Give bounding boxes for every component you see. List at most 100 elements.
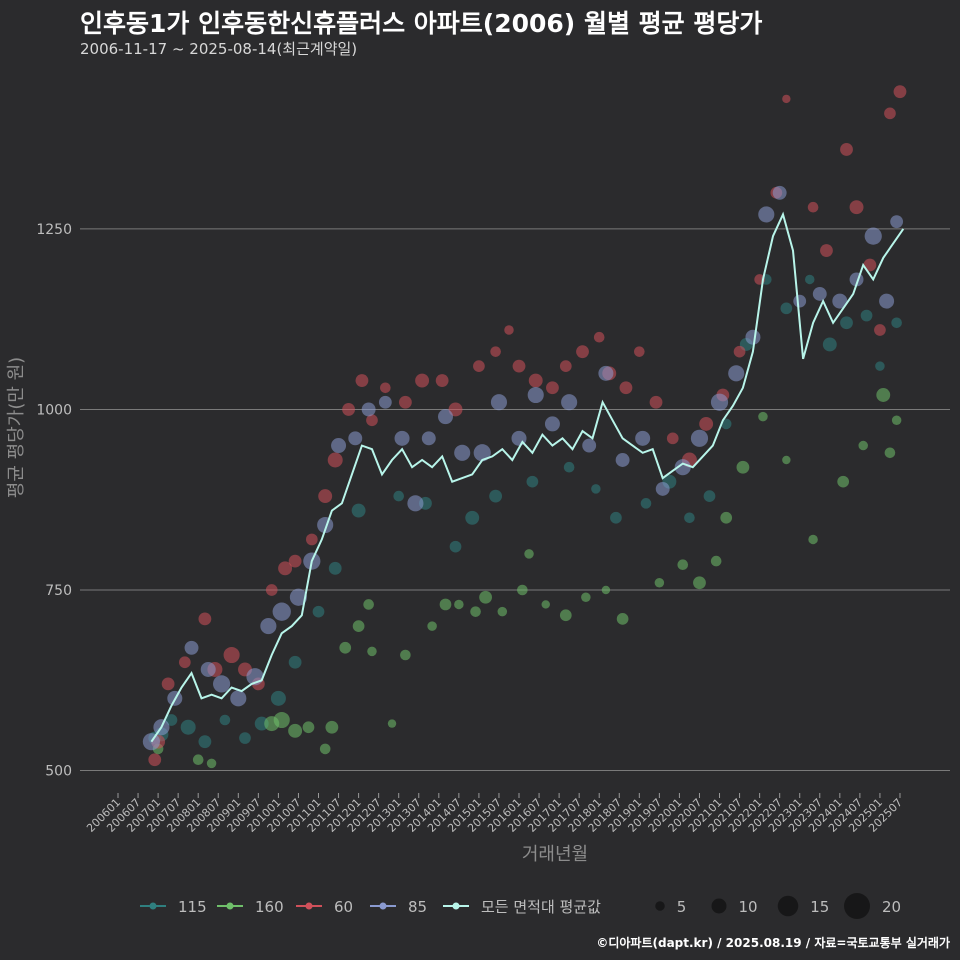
legend-label: 85: [408, 898, 427, 916]
scatter-point: [212, 675, 231, 693]
scatter-point: [260, 618, 277, 635]
size-legend-label: 15: [810, 898, 829, 916]
legend-label: 모든 면적대 평균값: [481, 898, 601, 916]
scatter-point: [230, 690, 247, 707]
scatter-point: [352, 620, 365, 632]
scatter-point: [884, 107, 896, 120]
scatter-point: [278, 561, 293, 576]
scatter-point: [745, 329, 761, 345]
scatter-point: [318, 489, 333, 504]
scatter-point: [576, 345, 589, 359]
scatter-point: [393, 490, 405, 502]
scatter-point: [454, 599, 464, 610]
scatter-point: [876, 388, 891, 402]
scatter-point: [655, 481, 670, 496]
scatter-point: [367, 646, 377, 657]
scatter-point: [780, 302, 793, 315]
scatter-point: [331, 438, 347, 454]
chart-subtitle: 2006-11-17 ~ 2025-08-14(최근계약일): [80, 40, 358, 58]
legend-label: 115: [178, 898, 207, 916]
scatter-point: [449, 540, 462, 553]
scatter-point: [327, 452, 343, 468]
scatter-point: [439, 598, 452, 611]
scatter-point: [302, 721, 315, 734]
size-legend-label: 5: [677, 898, 687, 916]
legend: 115 160 60 85 모든 면적대 평균값 5 10 15 20: [140, 893, 901, 919]
scatter-point: [864, 227, 882, 245]
scatter-point: [184, 640, 199, 655]
size-legend-circle: [777, 895, 799, 917]
scatter-point: [559, 609, 572, 622]
scatter-point: [693, 576, 706, 590]
scatter-point: [239, 732, 251, 744]
scatter-point: [265, 584, 278, 596]
scatter-point: [820, 244, 833, 257]
chart-title: 인후동1가 인후동한신휴플러스 아파트(2006) 월별 평균 평당가: [80, 9, 763, 38]
scatter-point: [593, 331, 605, 343]
scatter-point: [366, 414, 378, 427]
scatter-point: [465, 510, 480, 525]
scatter-point: [437, 409, 453, 425]
y-tick-label: 1250: [36, 222, 72, 238]
scatter-point: [544, 416, 560, 432]
scatter-point: [504, 325, 514, 335]
scatter-point: [192, 754, 204, 766]
x-axis-title: 거래년월: [522, 844, 588, 865]
y-gridlines: 500 750 1000 1250: [36, 222, 950, 780]
scatter-point: [328, 561, 342, 575]
scatter-point: [361, 402, 376, 417]
scatter-point: [325, 720, 339, 734]
scatter-point: [582, 438, 597, 453]
scatter-point: [640, 498, 652, 509]
scatter-point: [837, 475, 850, 488]
scatter-point: [840, 143, 853, 156]
size-legend-circle: [711, 898, 727, 914]
scatter-point: [649, 395, 663, 409]
scatter-point: [288, 655, 302, 669]
scatter-point: [875, 361, 885, 371]
scatter-point: [808, 534, 818, 545]
scatter-point: [635, 430, 651, 446]
scatter-point: [610, 511, 622, 524]
legend-label: 60: [334, 898, 353, 916]
scatter-point: [684, 512, 695, 524]
scatter-point: [319, 743, 331, 755]
scatter-point: [677, 559, 689, 571]
scatter-point: [619, 381, 633, 395]
scatter-point: [219, 714, 231, 726]
legend-swatch-dot: [149, 902, 157, 910]
scatter-point: [561, 394, 578, 411]
scatter-point: [470, 606, 481, 617]
scatter-point: [812, 286, 827, 301]
size-legend-circle: [655, 901, 665, 911]
scatter-point: [710, 393, 729, 411]
scatter-point: [528, 373, 543, 388]
scatter-point: [728, 365, 745, 382]
scatter-point: [342, 403, 355, 416]
scatter-point: [699, 416, 714, 431]
scatter-point: [793, 294, 807, 308]
scatter-point: [559, 360, 572, 372]
scatter-point: [400, 649, 411, 661]
scatter-point: [198, 735, 212, 749]
size-legend-item: 20: [844, 893, 901, 919]
scatter-point: [874, 324, 886, 336]
scatter-point: [884, 447, 896, 459]
size-legend-label: 10: [739, 898, 758, 916]
source-credit: ©디아파트(dapt.kr) / 2025.08.19 / 자료=국토교통부 실…: [596, 936, 950, 950]
scatter-point: [394, 430, 410, 446]
scatter-point: [772, 185, 787, 200]
scatter-point: [398, 395, 412, 409]
scatter-point: [407, 495, 424, 512]
scatter-point: [198, 612, 212, 626]
legend-item: 85: [370, 898, 427, 916]
scatter-point: [165, 714, 178, 726]
scatter-point: [526, 475, 539, 488]
scatter-point: [378, 395, 392, 409]
scatter-point: [891, 415, 902, 426]
scatter-point: [598, 365, 614, 381]
scatter-point: [427, 621, 437, 631]
scatter-point: [223, 646, 240, 664]
scatter-point: [512, 359, 526, 373]
scatter-point: [890, 215, 904, 229]
